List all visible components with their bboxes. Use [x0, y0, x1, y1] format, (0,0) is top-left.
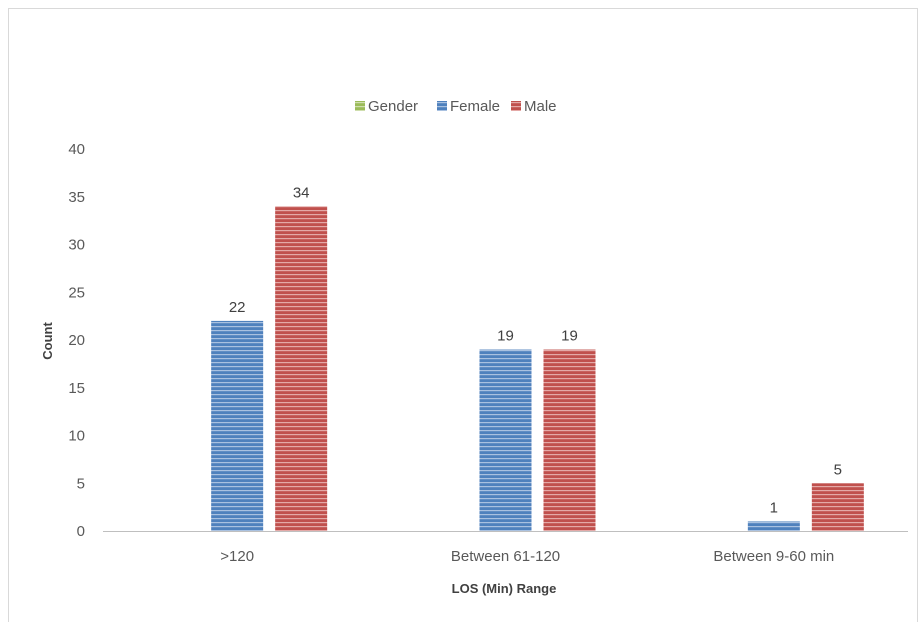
bar-male: [811, 483, 864, 531]
y-tick-label: 30: [68, 237, 85, 254]
y-tick-label: 40: [68, 141, 85, 158]
x-tick-label: >120: [220, 548, 254, 565]
y-tick-label: 25: [68, 284, 85, 301]
bar-male: [275, 206, 328, 532]
bar-male: [543, 349, 596, 531]
legend-label-female: Female: [450, 98, 500, 115]
bars: 22 34 19 19 1 5: [211, 184, 864, 532]
data-label: 5: [834, 461, 842, 478]
y-tick-label: 0: [77, 523, 85, 540]
y-tick-label: 5: [77, 475, 85, 492]
legend-label-male: Male: [524, 98, 557, 115]
x-axis-title: LOS (Min) Range: [452, 581, 557, 596]
y-axis: 0 5 10 15 20 25 30 35 40: [68, 141, 85, 540]
legend-swatch-gender: [355, 101, 365, 111]
chart-frame: [8, 8, 918, 622]
legend-label-gender: Gender: [368, 98, 418, 115]
y-tick-label: 10: [68, 428, 85, 445]
data-label: 34: [293, 184, 310, 201]
data-label: 1: [770, 499, 778, 516]
data-label: 19: [497, 328, 514, 345]
x-axis: >120 Between 61-120 Between 9-60 min: [103, 531, 908, 565]
legend: Gender Female Male: [355, 98, 557, 115]
y-axis-title: Count: [40, 322, 55, 360]
y-tick-label: 20: [68, 332, 85, 349]
x-tick-label: Between 61-120: [451, 548, 560, 565]
bar-female: [747, 521, 800, 531]
bar-female: [211, 320, 264, 531]
y-tick-label: 15: [68, 380, 85, 397]
data-label: 19: [561, 328, 578, 345]
data-label: 22: [229, 299, 246, 316]
y-tick-label: 35: [68, 189, 85, 206]
legend-swatch-female: [437, 101, 447, 111]
legend-swatch-male: [511, 101, 521, 111]
bar-female: [479, 349, 532, 531]
x-tick-label: Between 9-60 min: [713, 548, 834, 565]
